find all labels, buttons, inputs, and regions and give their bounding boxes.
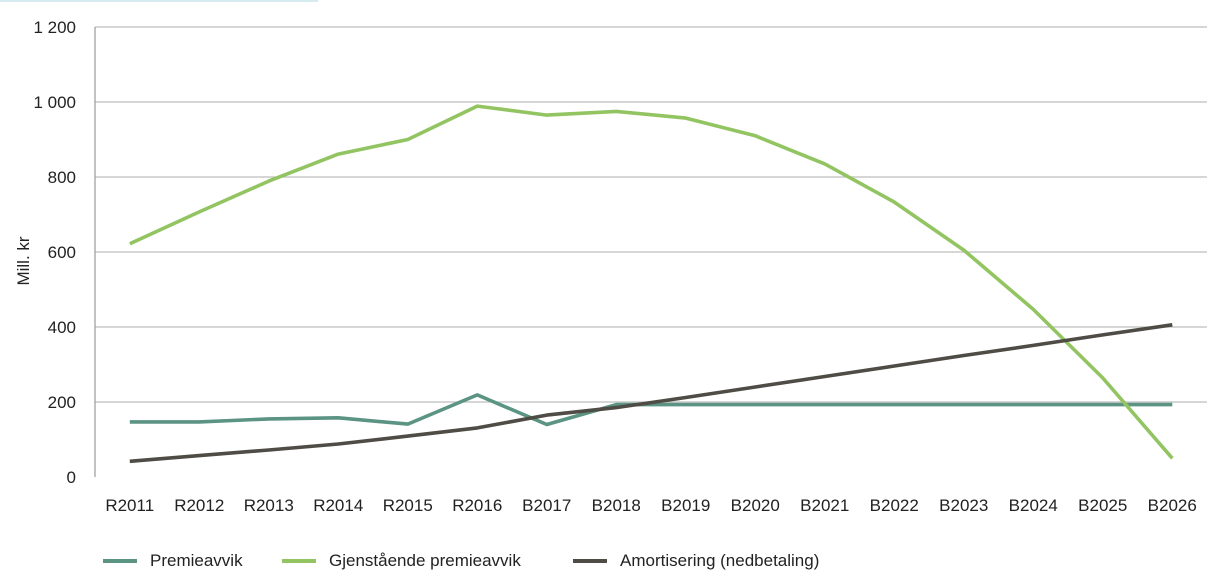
x-tick-label: B2024	[1009, 496, 1058, 515]
x-tick-label: B2020	[731, 496, 780, 515]
y-tick-label: 600	[48, 243, 76, 262]
top-accent-bar	[0, 0, 318, 2]
x-tick-label: B2026	[1148, 496, 1197, 515]
legend-item-premieavvik: Premieavvik	[103, 546, 243, 576]
legend-swatch-amortisering	[573, 559, 607, 563]
x-tick-label: R2014	[313, 496, 363, 515]
x-axis-ticks: R2011 R2012 R2013 R2014 R2015 R2016 B2017 B2018…	[105, 496, 1197, 515]
legend-label-amortisering: Amortisering (nedbetaling)	[620, 551, 820, 570]
series-lines	[129, 104, 1174, 464]
series-line-3	[129, 323, 1173, 464]
legend-label-premieavvik: Premieavvik	[150, 551, 243, 570]
gridlines	[94, 26, 1207, 477]
legend-swatch-gjenstaaende-premieavvik	[282, 559, 316, 563]
legend-swatch-premieavvik	[103, 559, 137, 563]
x-tick-label: B2019	[661, 496, 710, 515]
x-tick-label: R2013	[244, 496, 294, 515]
y-tick-label: 400	[48, 318, 76, 337]
x-tick-label: B2021	[800, 496, 849, 515]
y-tick-label: 200	[48, 393, 76, 412]
legend-label-gjenstaaende-premieavvik: Gjenstående premieavvik	[329, 551, 521, 570]
y-axis-label: Mill. kr	[14, 236, 33, 285]
legend-item-gjenstaaende-premieavvik: Gjenstående premieavvik	[282, 546, 521, 576]
x-tick-label: B2018	[592, 496, 641, 515]
y-tick-label: 800	[48, 168, 76, 187]
y-tick-label: 1 000	[33, 93, 76, 112]
x-tick-label: B2017	[522, 496, 571, 515]
x-tick-label: R2011	[105, 496, 154, 515]
y-axis-ticks: 0 200 400 600 800 1 000 1 200	[33, 18, 76, 487]
legend: Premieavvik Gjenstående premieavvik Amor…	[0, 546, 1213, 576]
x-tick-label: B2022	[870, 496, 919, 515]
legend-item-amortisering: Amortisering (nedbetaling)	[573, 546, 819, 576]
x-tick-label: R2016	[452, 496, 502, 515]
x-tick-label: R2012	[174, 496, 224, 515]
x-tick-label: B2025	[1078, 496, 1127, 515]
series-line-2	[129, 104, 1174, 460]
x-tick-label: B2023	[939, 496, 988, 515]
x-tick-label: R2015	[383, 496, 433, 515]
y-tick-label: 0	[67, 468, 76, 487]
series-line-1	[129, 393, 1173, 427]
y-tick-label: 1 200	[33, 18, 76, 37]
